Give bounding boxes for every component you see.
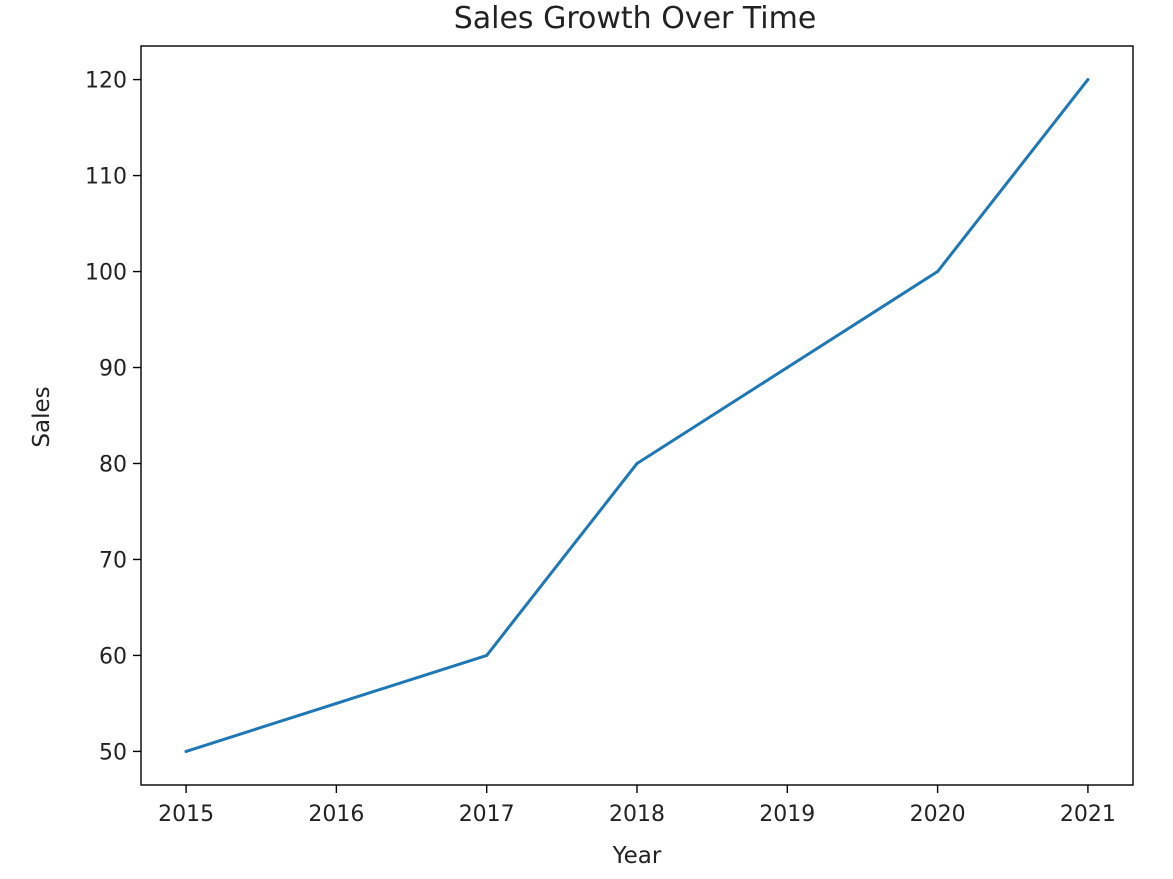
x-tick-label: 2018 (609, 802, 665, 827)
data-point (1086, 78, 1090, 82)
y-axis: 50 60 70 80 90 100 110 120 (85, 69, 141, 765)
data-point (184, 749, 188, 753)
y-tick-label: 110 (85, 165, 127, 190)
data-point (785, 366, 789, 370)
plot-area: 50 60 70 80 90 100 110 120 2015 2016 2017 2018 2019… (85, 45, 1134, 827)
x-tick-label: 2015 (158, 802, 214, 827)
x-tick-label: 2016 (308, 802, 364, 827)
x-tick-label: 2019 (759, 802, 815, 827)
y-tick-label: 90 (99, 357, 127, 382)
y-tick-label: 50 (99, 740, 127, 765)
x-tick-label: 2017 (459, 802, 515, 827)
chart-title: Sales Growth Over Time (454, 1, 817, 36)
series-line (184, 78, 1090, 753)
data-point (936, 270, 940, 274)
plot-frame (140, 45, 1134, 786)
y-tick-label: 100 (85, 261, 127, 286)
data-point (485, 653, 489, 657)
y-tick-label: 80 (99, 452, 127, 477)
data-point (635, 461, 639, 465)
y-tick-label: 120 (85, 69, 127, 94)
x-tick-label: 2021 (1060, 802, 1116, 827)
data-point (334, 701, 338, 705)
x-axis: 2015 2016 2017 2018 2019 2020 2021 (158, 785, 1116, 827)
y-tick-label: 70 (99, 548, 127, 573)
series-layer (184, 78, 1090, 753)
y-axis-label: Sales (29, 386, 55, 447)
y-tick-label: 60 (99, 644, 127, 669)
x-axis-label: Year (612, 843, 662, 869)
x-tick-label: 2020 (910, 802, 966, 827)
